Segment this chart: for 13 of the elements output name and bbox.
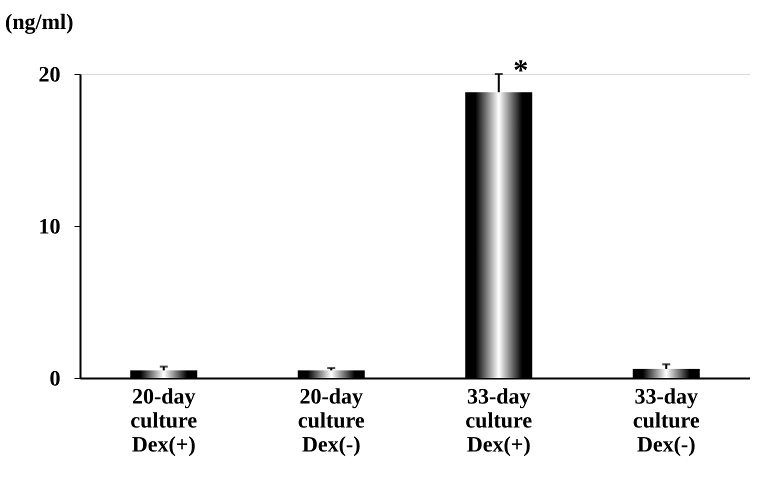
bar: [130, 370, 198, 378]
bar: [298, 370, 365, 378]
annotation: *: [513, 54, 528, 87]
y-axis-title: (ng/ml): [5, 8, 74, 34]
bar: [632, 368, 700, 378]
bar: [465, 92, 532, 378]
x-tick-label: 33-day culture Dex(+): [465, 384, 532, 456]
y-tick-label: 0: [50, 366, 60, 390]
y-tick-label: 10: [38, 214, 60, 238]
y-tick-label: 20: [38, 62, 60, 86]
x-tick-label: 20-day culture Dex(+): [130, 384, 198, 456]
x-tick-label: 20-day culture Dex(-): [298, 384, 365, 456]
x-tick-label: 33-day culture Dex(-): [632, 384, 700, 456]
